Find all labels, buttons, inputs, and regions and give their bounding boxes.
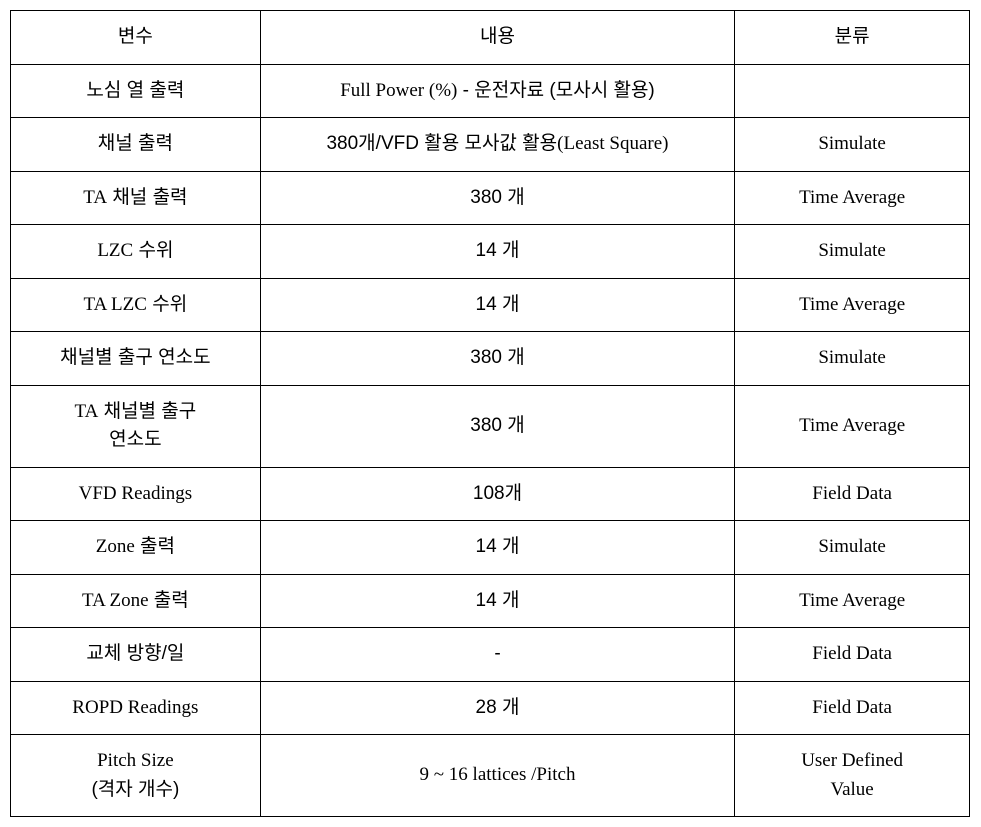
- table-row: Zone 출력 14 개 Simulate: [11, 521, 970, 575]
- table-row: 채널 출력 380개/VFD 활용 모사값 활용(Least Square) S…: [11, 118, 970, 172]
- header-variable: 변수: [11, 11, 261, 65]
- var-line2: (격자 개수): [91, 779, 179, 800]
- class-line1: User Defined: [801, 750, 903, 771]
- cell-variable: 채널별 출구 연소도: [11, 332, 261, 386]
- cell-content: 28 개: [260, 681, 734, 735]
- content-ko: - 운전자료 (모사시 활용): [457, 80, 654, 101]
- cell-content: 380개/VFD 활용 모사값 활용(Least Square): [260, 118, 734, 172]
- table-row: TA 채널 출력 380 개 Time Average: [11, 171, 970, 225]
- cell-classification: Simulate: [735, 118, 970, 172]
- header-classification: 분류: [735, 11, 970, 65]
- cell-variable: VFD Readings: [11, 467, 261, 521]
- table-row: 교체 방향/일 - Field Data: [11, 628, 970, 682]
- var-ko: 채널 출력: [107, 187, 187, 208]
- cell-content: 380 개: [260, 171, 734, 225]
- content-ko: 380개/VFD 활용 모사값 활용: [326, 133, 557, 154]
- cell-classification: Time Average: [735, 278, 970, 332]
- var-ko: 출력: [135, 536, 175, 557]
- cell-classification: Field Data: [735, 681, 970, 735]
- cell-content: Full Power (%) - 운전자료 (모사시 활용): [260, 64, 734, 118]
- cell-content: 380 개: [260, 332, 734, 386]
- var-ko: 출력: [149, 590, 189, 611]
- var-ko: 채널별 출구: [98, 401, 196, 422]
- cell-variable: TA 채널별 출구연소도: [11, 385, 261, 467]
- cell-classification: [735, 64, 970, 118]
- cell-content: 14 개: [260, 225, 734, 279]
- var-en: TA LZC: [84, 294, 147, 315]
- cell-content: 14 개: [260, 521, 734, 575]
- var-line2: 연소도: [109, 429, 161, 450]
- cell-variable: 교체 방향/일: [11, 628, 261, 682]
- cell-classification: Simulate: [735, 225, 970, 279]
- cell-classification: Field Data: [735, 628, 970, 682]
- var-en: Zone: [96, 536, 135, 557]
- table-header-row: 변수 내용 분류: [11, 11, 970, 65]
- cell-variable: ROPD Readings: [11, 681, 261, 735]
- var-line1: Pitch Size: [97, 750, 174, 771]
- table-row: ROPD Readings 28 개 Field Data: [11, 681, 970, 735]
- cell-content: 380 개: [260, 385, 734, 467]
- cell-classification: Simulate: [735, 521, 970, 575]
- cell-variable: 노심 열 출력: [11, 64, 261, 118]
- table-row: 채널별 출구 연소도 380 개 Simulate: [11, 332, 970, 386]
- var-en: TA Zone: [82, 590, 149, 611]
- var-en: TA: [83, 187, 107, 208]
- var-ko: 수위: [133, 240, 173, 261]
- header-content: 내용: [260, 11, 734, 65]
- cell-classification: Time Average: [735, 171, 970, 225]
- cell-variable: TA 채널 출력: [11, 171, 261, 225]
- table-row: VFD Readings 108개 Field Data: [11, 467, 970, 521]
- table-row: LZC 수위 14 개 Simulate: [11, 225, 970, 279]
- var-ko: 수위: [147, 294, 187, 315]
- cell-content: 14 개: [260, 278, 734, 332]
- content-en: Full Power (%): [340, 80, 457, 101]
- cell-content: 108개: [260, 467, 734, 521]
- var-en: TA: [74, 401, 98, 422]
- cell-content: -: [260, 628, 734, 682]
- cell-variable: 채널 출력: [11, 118, 261, 172]
- cell-classification: Time Average: [735, 574, 970, 628]
- cell-classification: Simulate: [735, 332, 970, 386]
- table-row: TA LZC 수위 14 개 Time Average: [11, 278, 970, 332]
- data-table: 변수 내용 분류 노심 열 출력 Full Power (%) - 운전자료 (…: [10, 10, 970, 817]
- content-en: (Least Square): [557, 133, 668, 154]
- cell-classification: Time Average: [735, 385, 970, 467]
- class-line2: Value: [830, 779, 873, 800]
- var-en: LZC: [97, 240, 133, 261]
- table-row: TA 채널별 출구연소도 380 개 Time Average: [11, 385, 970, 467]
- cell-variable: TA Zone 출력: [11, 574, 261, 628]
- table-row: 노심 열 출력 Full Power (%) - 운전자료 (모사시 활용): [11, 64, 970, 118]
- table-row: TA Zone 출력 14 개 Time Average: [11, 574, 970, 628]
- cell-variable: LZC 수위: [11, 225, 261, 279]
- cell-variable: TA LZC 수위: [11, 278, 261, 332]
- cell-variable: Zone 출력: [11, 521, 261, 575]
- cell-classification: Field Data: [735, 467, 970, 521]
- cell-content: 14 개: [260, 574, 734, 628]
